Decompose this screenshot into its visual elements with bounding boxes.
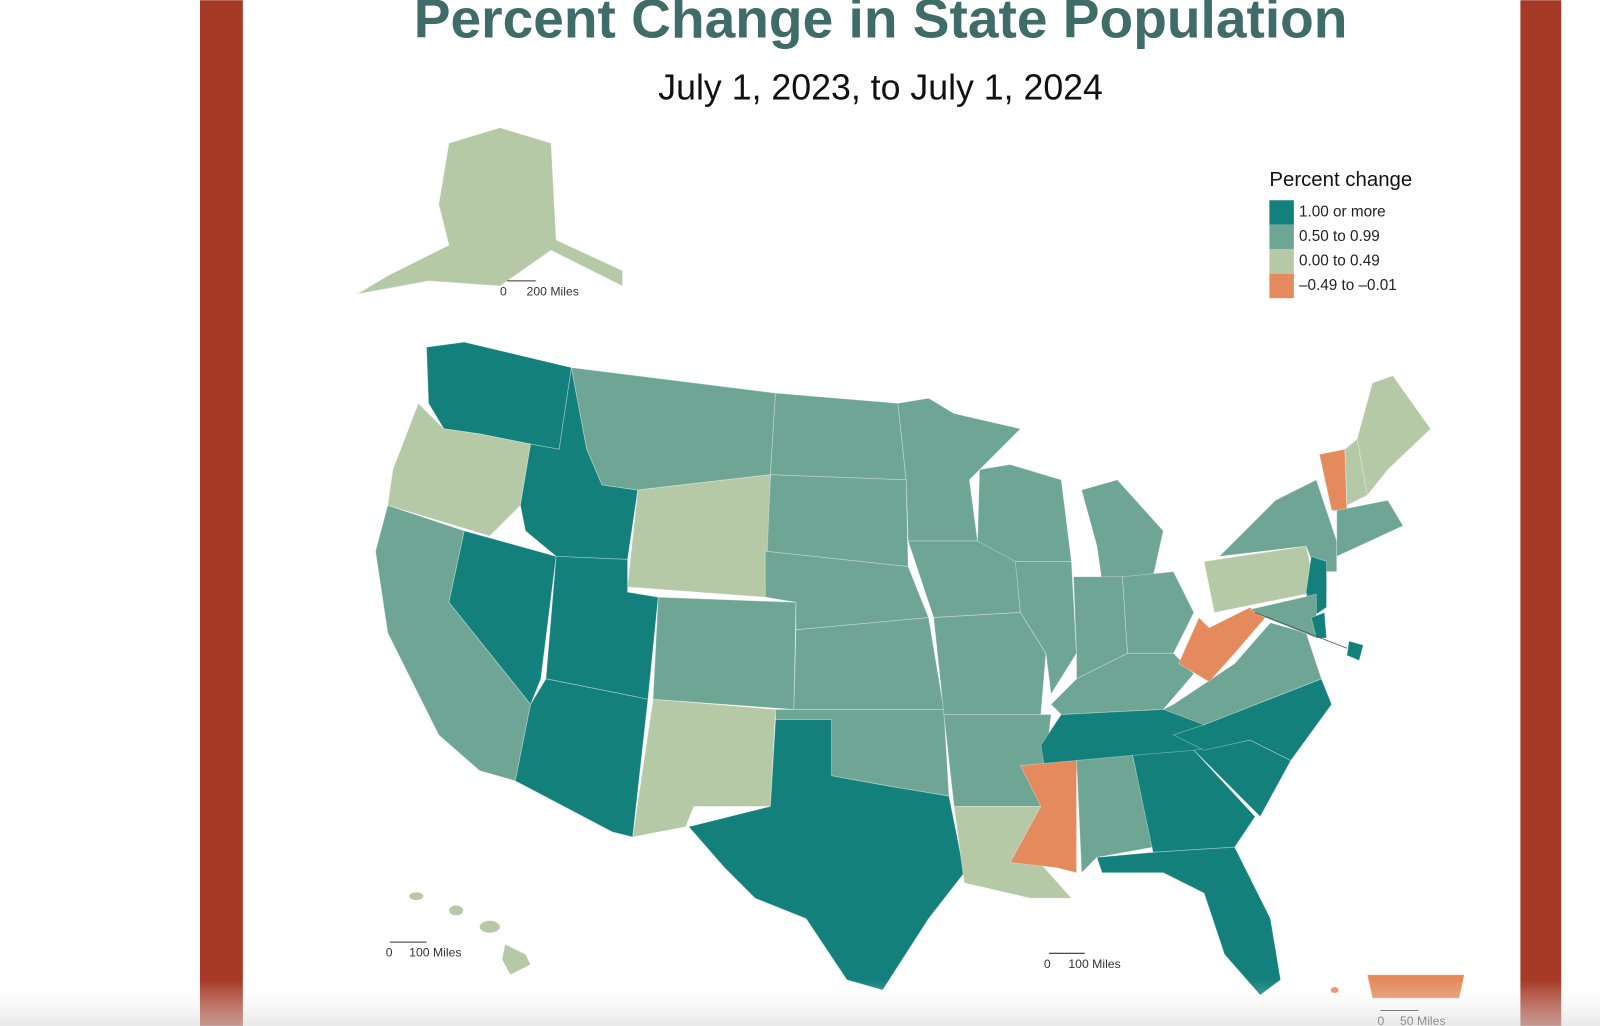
region — [356, 127, 623, 295]
scale-zero: 0 — [386, 946, 393, 960]
region — [408, 891, 424, 901]
region — [1132, 749, 1256, 853]
scale-zero: 0 — [1044, 957, 1051, 971]
legend-swatch — [1269, 224, 1294, 250]
scale-label: 100 Miles — [409, 946, 461, 960]
legend-label: –0.49 to –0.01 — [1299, 277, 1397, 294]
region — [977, 464, 1072, 562]
region — [1122, 571, 1195, 654]
region — [448, 530, 557, 706]
legend-title: Percent change — [1269, 169, 1412, 191]
region — [1248, 593, 1317, 639]
region — [501, 943, 532, 976]
frame-right — [1520, 0, 1562, 1026]
region — [764, 474, 909, 568]
region — [897, 397, 1022, 542]
region — [793, 617, 945, 710]
map — [356, 127, 1465, 999]
region — [652, 596, 797, 710]
legend-swatch — [1269, 249, 1294, 274]
region — [1310, 611, 1327, 639]
subtitle: July 1, 2023, to July 1, 2024 — [658, 67, 1103, 107]
region — [448, 904, 464, 916]
scale-zero: 0 — [500, 284, 507, 298]
region — [1336, 499, 1404, 558]
scale-label: 100 Miles — [1068, 957, 1120, 971]
frame-left — [200, 0, 243, 1026]
legend-label: 0.00 to 0.49 — [1299, 253, 1380, 270]
region — [1162, 622, 1322, 726]
title: Percent Change in State Population — [414, 0, 1348, 49]
region — [1096, 846, 1282, 996]
legend-label: 1.00 or more — [1299, 204, 1386, 221]
region — [1014, 561, 1077, 696]
region — [1346, 640, 1364, 662]
region — [1081, 479, 1164, 583]
leader-line — [1254, 612, 1348, 649]
legend: 1.00 or more 0.50 to 0.99 0.00 to 0.49 –0.4… — [1269, 200, 1397, 299]
legend-swatch — [1269, 273, 1294, 299]
region — [769, 392, 907, 481]
region — [933, 612, 1047, 715]
scale-label: 200 Miles — [527, 284, 579, 298]
region — [1076, 754, 1154, 874]
legend-label: 0.50 to 0.99 — [1299, 228, 1380, 245]
region — [570, 367, 776, 491]
region — [479, 920, 501, 934]
legend-swatch — [1269, 200, 1294, 225]
bottom-shade — [0, 979, 1600, 1026]
region — [1356, 375, 1432, 497]
region — [627, 474, 771, 598]
region — [514, 678, 649, 838]
